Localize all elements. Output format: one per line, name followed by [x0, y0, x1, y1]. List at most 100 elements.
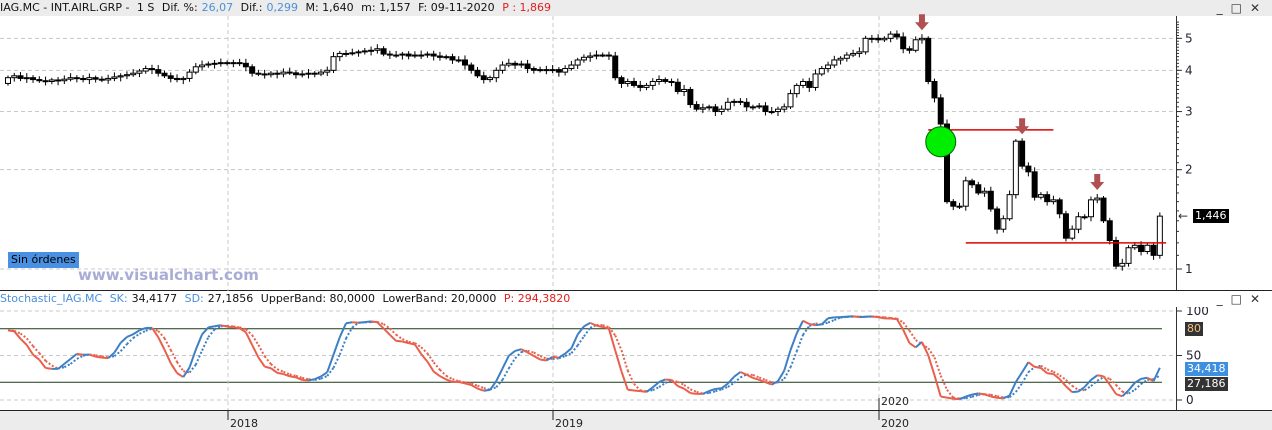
sd-line-segment: [689, 388, 697, 393]
sk-line-segment: [76, 352, 84, 356]
candle-bearish: [687, 88, 694, 106]
sd-last-label: 27,186: [1185, 377, 1228, 391]
candle-bearish: [405, 53, 412, 57]
sd-line-segment: [946, 389, 955, 399]
candle-bullish: [812, 73, 819, 88]
candle-bullish: [205, 63, 212, 66]
candle-bearish: [512, 62, 519, 66]
sd-line-segment: [32, 345, 41, 354]
sk-line-segment: [633, 389, 641, 393]
sk-line-segment: [501, 355, 510, 369]
dif-label: Dif.:: [240, 1, 263, 14]
sd-line-segment: [495, 379, 504, 388]
sk-line-segment: [727, 376, 735, 385]
candle-bearish: [73, 77, 80, 80]
candle-bullish: [756, 105, 763, 108]
sk-line-segment: [576, 325, 585, 336]
sk-line-segment: [1058, 378, 1067, 387]
sk-line-segment: [358, 321, 365, 324]
candle-bearish: [1025, 165, 1032, 173]
sd-line-segment: [351, 321, 360, 329]
stoch-p: P: 294,3820: [503, 292, 571, 305]
sk-line-segment: [151, 327, 160, 338]
candle-bearish: [668, 80, 675, 83]
last-price-arrow-icon: ←: [1178, 209, 1188, 223]
sk-line-segment: [414, 343, 422, 355]
sd-line-segment: [464, 381, 472, 385]
candle-bullish: [1156, 215, 1163, 256]
sk-line-segment: [1034, 365, 1042, 369]
sd-line-segment: [652, 386, 660, 392]
candle-bearish: [674, 81, 681, 93]
sd-line-segment: [320, 375, 328, 380]
candle-bearish: [975, 184, 982, 194]
sk-line-segment: [69, 353, 78, 360]
stoch-window-controls[interactable]: _ □ ✕: [1217, 291, 1268, 307]
candle-bearish: [987, 190, 994, 210]
sd-line-segment: [119, 343, 128, 352]
sk-line-segment: [809, 323, 816, 327]
dif-pct-label: Dif. %:: [161, 1, 198, 14]
candle-bullish: [1069, 228, 1076, 239]
sd-line-segment: [802, 325, 811, 336]
candle-bearish: [950, 201, 957, 207]
sk-line-segment: [244, 331, 254, 346]
candle-bearish: [969, 180, 976, 186]
sk-line-segment: [345, 321, 353, 325]
sk-line-segment: [795, 320, 804, 334]
sd-line-segment: [76, 354, 84, 360]
candle-bullish: [343, 52, 350, 55]
close-icon[interactable]: ✕: [1249, 292, 1264, 306]
orders-badge[interactable]: Sin órdenes: [8, 252, 79, 268]
maximize-icon[interactable]: □: [1230, 1, 1246, 15]
maximize-icon[interactable]: □: [1230, 292, 1246, 306]
sk-line-segment: [1072, 390, 1079, 394]
candle-bullish: [23, 77, 30, 80]
sk-line-segment: [214, 324, 221, 328]
stoch-tick-label: 50: [1186, 349, 1201, 363]
sd-line-segment: [658, 382, 666, 388]
candle-bearish: [543, 69, 550, 72]
sd-line-segment: [1015, 382, 1023, 393]
sd-line-segment: [733, 376, 742, 384]
candle-bullish: [217, 62, 224, 65]
sk-line-segment: [477, 387, 485, 392]
sk-line-segment: [896, 318, 905, 331]
sk-line-segment: [946, 396, 954, 400]
candle-bullish: [86, 77, 93, 81]
close-icon[interactable]: ✕: [1249, 1, 1264, 15]
sk-line-segment: [489, 380, 498, 391]
candle-bullish: [837, 57, 844, 61]
sd-line-segment: [25, 337, 34, 347]
sk-line-segment: [1090, 374, 1098, 381]
sk-line-segment: [276, 371, 284, 375]
candle-bullish: [61, 78, 68, 82]
price-tick-label: 2: [1185, 163, 1193, 177]
sd-value: 27,1856: [207, 292, 254, 305]
candle-bullish: [305, 72, 312, 75]
candle-bearish: [612, 55, 619, 79]
sk-line-segment: [971, 392, 979, 396]
window-controls[interactable]: _ □ ✕: [1217, 0, 1268, 16]
minimize-icon[interactable]: _: [1216, 292, 1227, 306]
sk-line-segment: [1097, 374, 1104, 378]
sd-line-segment: [765, 379, 773, 384]
candle-bullish: [1087, 199, 1094, 218]
sd-line-segment: [1140, 378, 1148, 385]
candle-bearish: [92, 77, 99, 80]
candle-bullish: [361, 50, 368, 53]
sk-line-segment: [176, 372, 184, 378]
sd-line-segment: [201, 336, 210, 351]
sk-line-segment: [765, 381, 773, 386]
sk-line-segment: [25, 344, 34, 356]
sd-line-segment: [664, 379, 672, 384]
sk-line-segment: [746, 373, 754, 379]
sk-line-segment: [758, 378, 766, 384]
candle-bearish: [1113, 240, 1120, 267]
minimize-icon[interactable]: _: [1216, 1, 1227, 15]
sk-line-segment: [558, 352, 566, 359]
lower-band: LowerBand: 20,0000: [382, 292, 497, 305]
candle-bearish: [618, 77, 625, 84]
sk-line-segment: [996, 396, 1004, 400]
